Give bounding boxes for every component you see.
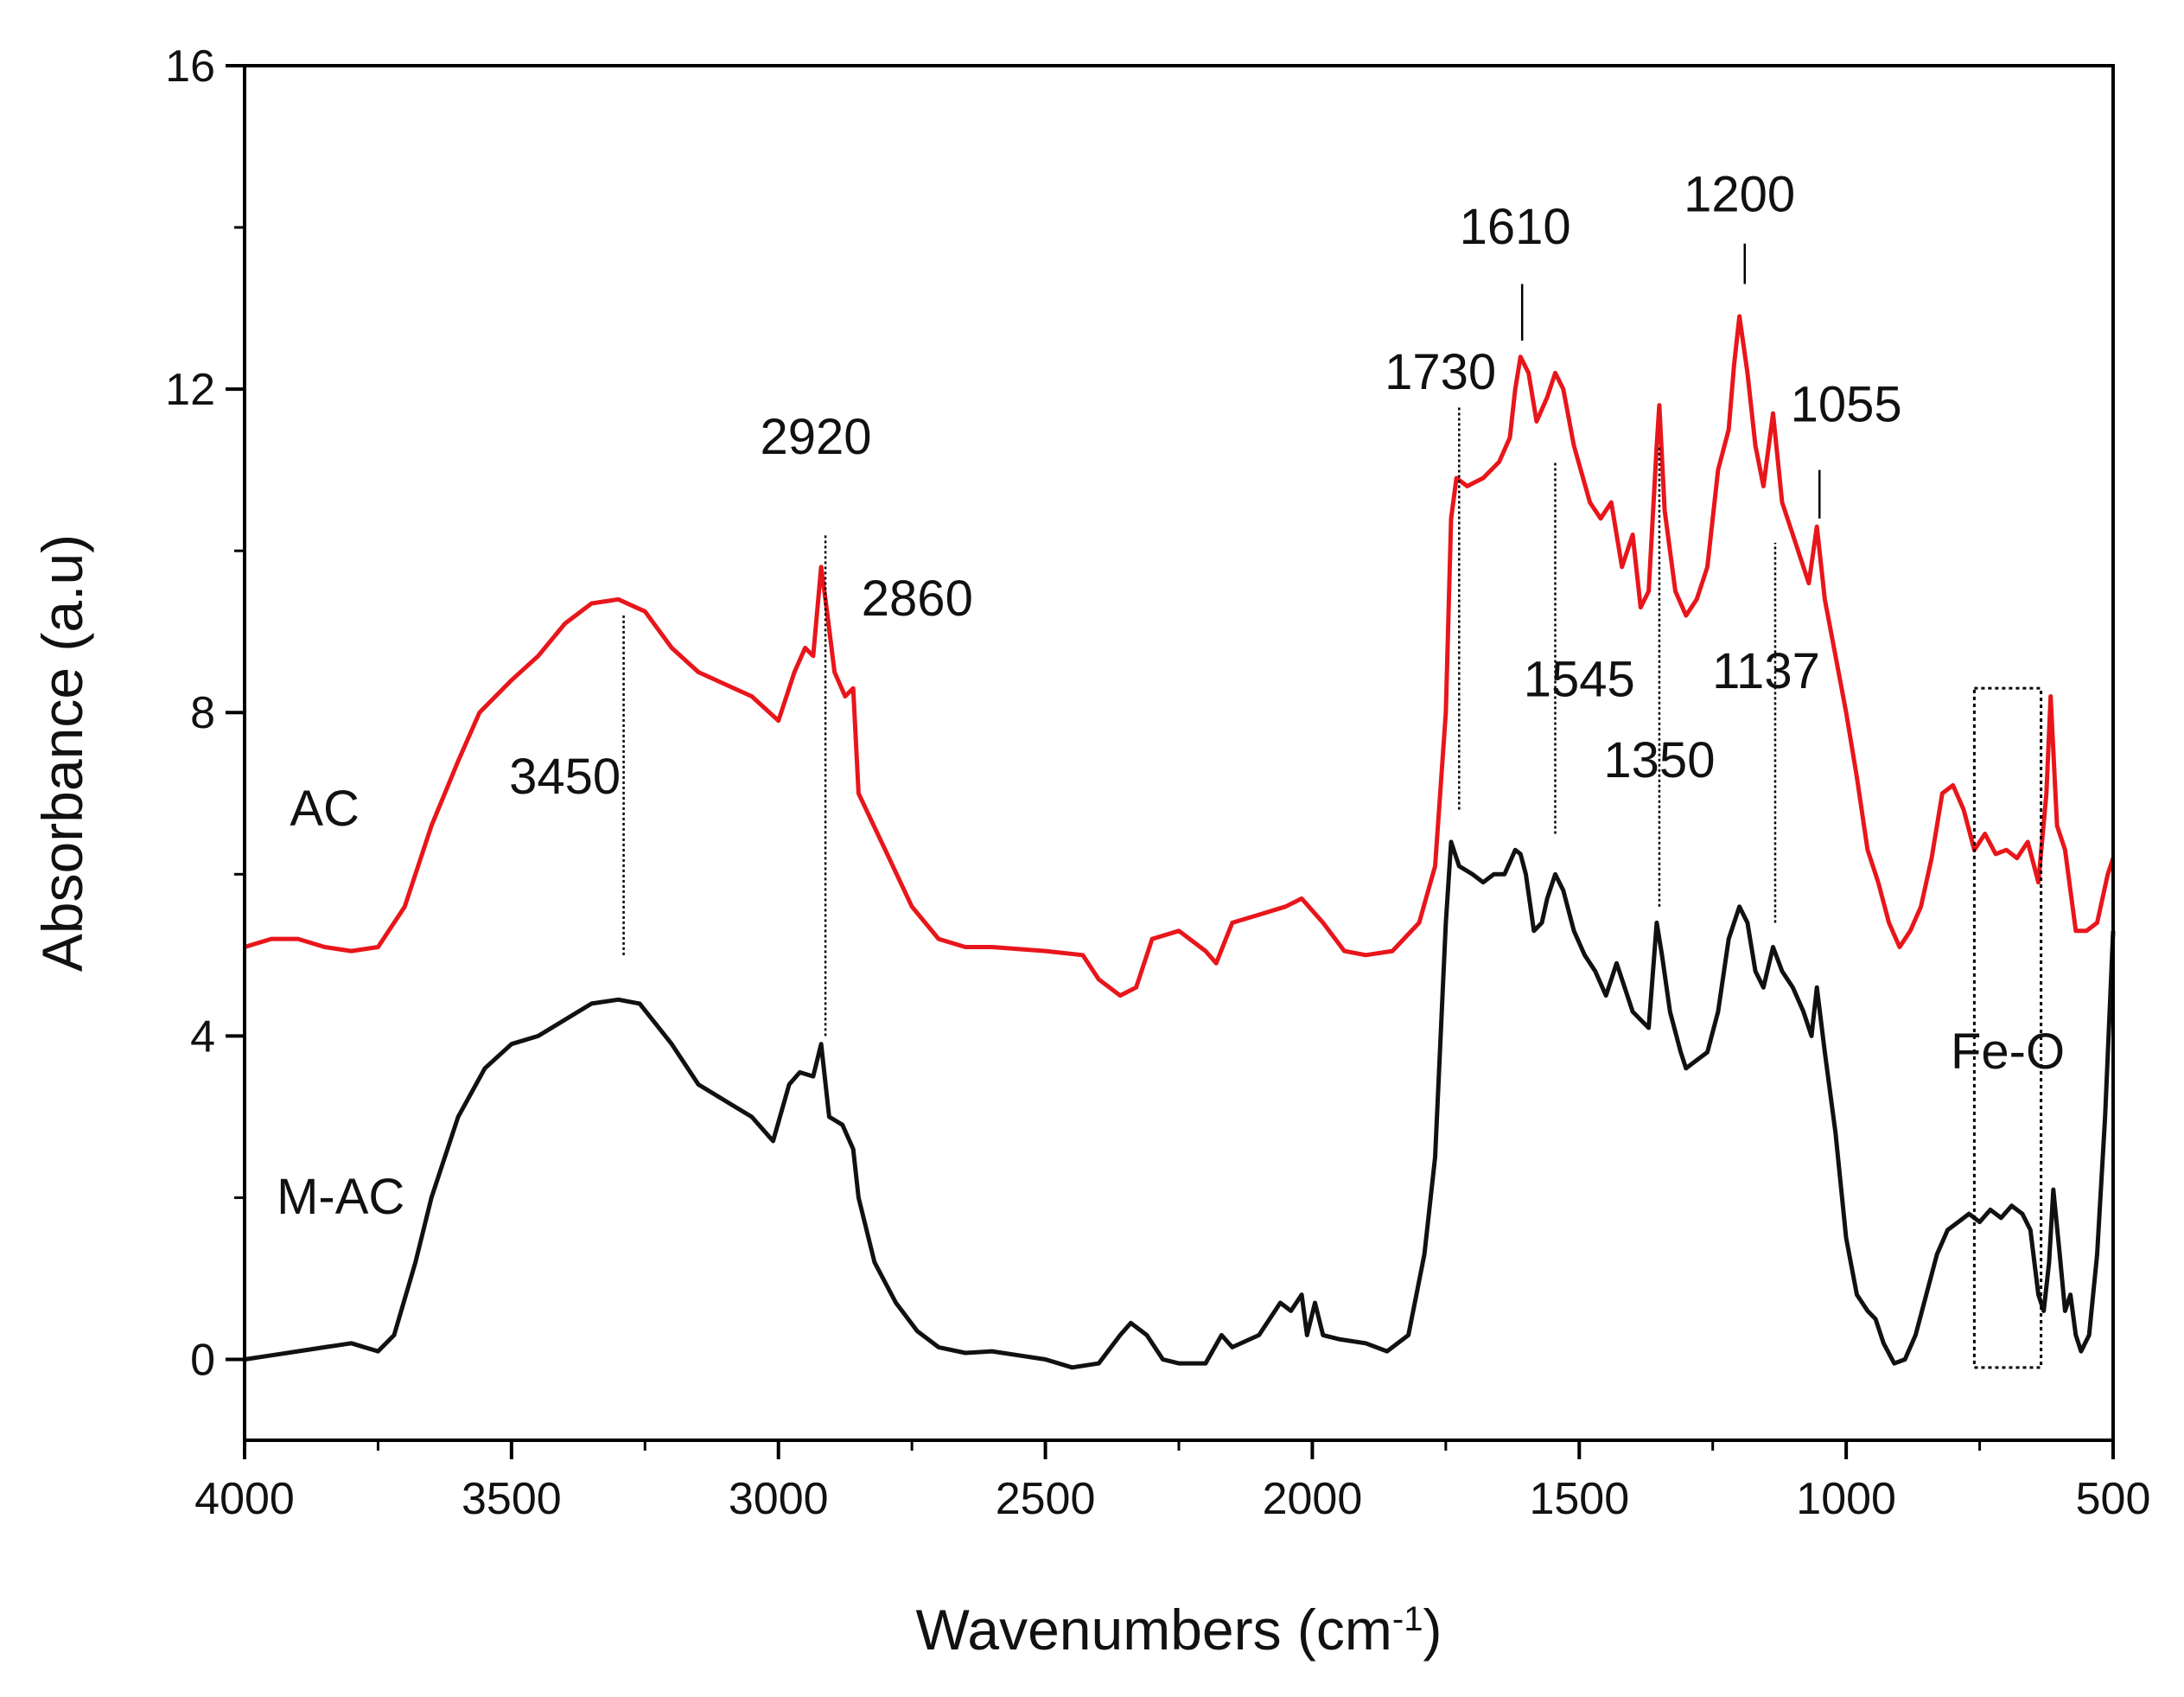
- x-tick-label: 4000: [194, 1474, 295, 1524]
- axes: 4000 3500 3000 2500 2000 1500 1000 500 0 4 8 12 16: [165, 41, 2150, 1524]
- x-tick-label: 3500: [462, 1474, 562, 1524]
- y-tick-label: 8: [190, 688, 215, 738]
- y-tick-label: 12: [165, 365, 215, 415]
- peak-label-1055: 1055: [1791, 377, 1902, 433]
- peak-label-1200: 1200: [1684, 166, 1795, 222]
- series-label-ac: AC: [290, 781, 360, 837]
- y-tick-label: 4: [190, 1011, 215, 1062]
- peak-label-2920: 2920: [760, 409, 871, 465]
- peak-label-1610: 1610: [1460, 199, 1571, 255]
- x-axis-title-main: Wavenumbers (cm: [916, 1598, 1392, 1662]
- x-tick-label: 1000: [1796, 1474, 1896, 1524]
- plot-area: 3450 2920 2860 1730 1610 1545 1350 1200 1137 1055…: [244, 166, 2116, 1370]
- x-tick-label: 3000: [729, 1474, 829, 1524]
- peak-label-1350: 1350: [1603, 732, 1715, 788]
- peak-label-1545: 1545: [1524, 652, 1635, 708]
- y-tick-label: 16: [165, 41, 215, 92]
- peak-label-1137: 1137: [1712, 643, 1820, 699]
- y-axis-title: Absorbance (a.u): [30, 534, 94, 972]
- x-tick-label: 2000: [1263, 1474, 1363, 1524]
- fe-o-label: Fe-O: [1951, 1024, 2065, 1080]
- x-axis-title: Wavenumbers (cm-1): [916, 1598, 1442, 1662]
- x-tick-label: 500: [2076, 1474, 2151, 1524]
- peak-label-2860: 2860: [862, 571, 973, 627]
- series-label-m-ac: M-AC: [277, 1169, 404, 1225]
- x-tick-label: 2500: [996, 1474, 1096, 1524]
- y-tick-label: 0: [190, 1335, 215, 1385]
- series-line-ac: [244, 314, 2116, 998]
- peak-label-1730: 1730: [1385, 344, 1496, 400]
- peak-label-3450: 3450: [509, 749, 621, 805]
- x-tick-label: 1500: [1529, 1474, 1629, 1524]
- x-axis-title-suffix: ): [1423, 1598, 1442, 1662]
- x-axis-title-superscript: -1: [1392, 1600, 1423, 1638]
- series-line-m-ac: [244, 839, 2116, 1370]
